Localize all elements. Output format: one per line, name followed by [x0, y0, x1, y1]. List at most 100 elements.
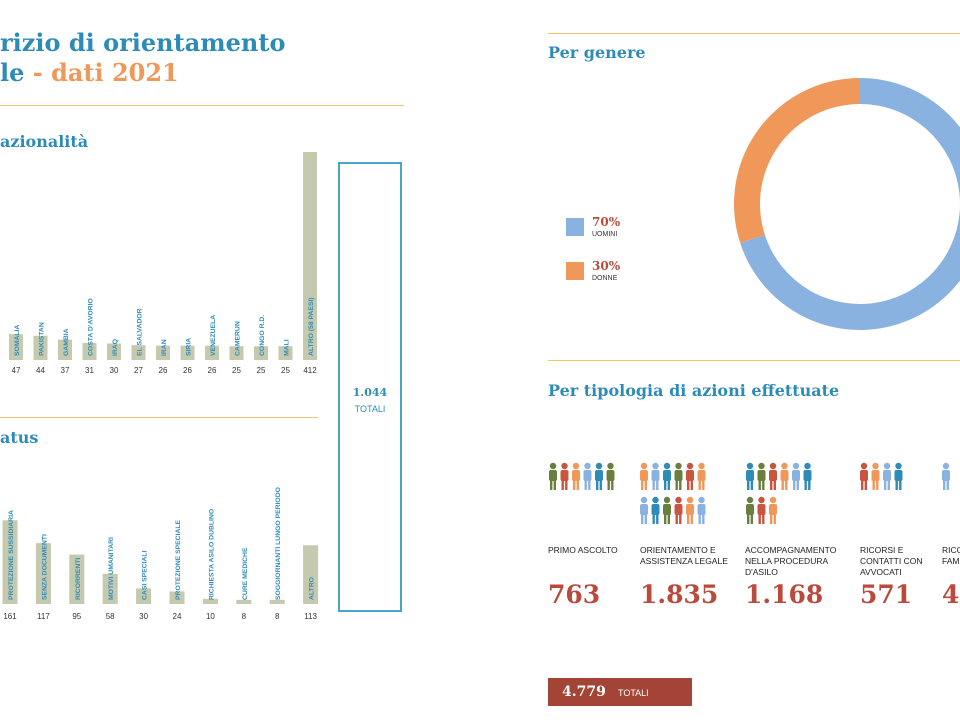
person-head [663, 496, 671, 504]
actions-total-box: 4.779 TOTALI [548, 678, 692, 706]
person-icon [746, 462, 754, 490]
person-leg [781, 480, 784, 490]
legend-label-men: UOMINI [592, 231, 618, 238]
person-leg [644, 480, 647, 490]
nationality-category-label: VENEZUELA [210, 315, 217, 356]
person-body [663, 470, 671, 481]
person-leg [607, 480, 610, 490]
nationality-value-label: 44 [36, 366, 45, 375]
section-nationality-title: azionalità [0, 132, 89, 151]
person-icon [746, 496, 754, 524]
person-head [595, 462, 603, 470]
person-head [572, 462, 580, 470]
person-leg [667, 514, 670, 524]
nationality-value-label: 26 [183, 366, 192, 375]
actions-divider [548, 360, 960, 361]
person-leg [702, 480, 705, 490]
status-bar [35, 543, 51, 604]
person-icon [640, 496, 648, 524]
status-bar [102, 573, 118, 604]
action-label-1: PRIMO ASCOLTO [548, 545, 618, 555]
person-head [675, 496, 682, 504]
legend-label-women: DONNE [592, 275, 618, 282]
person-leg [758, 514, 761, 524]
person-leg [884, 480, 887, 490]
status-bar [202, 598, 218, 604]
person-body [572, 470, 580, 481]
person-leg [864, 480, 867, 490]
person-head [792, 462, 800, 470]
status-category-label: RICHIESTA ASILO DUBLINO [208, 509, 215, 600]
page-title: rizio di orientamento le - dati 2021 [0, 28, 400, 88]
legend-pct-women: 30% [592, 259, 621, 273]
action-value-3: 1.168 [745, 580, 824, 609]
person-icon [686, 496, 694, 524]
status-value-label: 30 [139, 612, 148, 621]
person-body [686, 504, 694, 515]
person-leg [946, 480, 949, 490]
nationality-value-label: 37 [61, 366, 70, 375]
person-leg [596, 480, 599, 490]
person-leg [599, 480, 602, 490]
nationality-category-label: EL SALVADOR [137, 308, 144, 356]
status-bar [136, 588, 152, 604]
nationality-bar [58, 339, 72, 360]
person-leg [690, 514, 693, 524]
status-bar [236, 599, 252, 604]
nationality-value-label: 31 [85, 366, 94, 375]
person-leg [588, 480, 591, 490]
person-head [675, 462, 682, 470]
person-leg [573, 480, 576, 490]
nationality-value-label: 26 [159, 366, 168, 375]
person-body [894, 470, 903, 481]
action-label-3: ACCOMPAGNAMENTO NELLA PROCEDURA D'ASILO [745, 545, 837, 577]
person-leg [667, 480, 670, 490]
person-leg [611, 480, 614, 490]
person-head [584, 462, 591, 470]
status-category-label: SOGGIORNANTI LUNGO PERIODO [275, 487, 282, 600]
nationality-value-label: 27 [134, 366, 143, 375]
status-bar [169, 591, 185, 604]
nationality-bar [107, 343, 121, 360]
person-leg [584, 480, 587, 490]
nationality-value-label: 25 [281, 366, 290, 375]
person-body [686, 470, 694, 481]
person-leg [808, 480, 811, 490]
person-icon [674, 496, 683, 524]
nationality-bar [33, 335, 48, 360]
person-head [698, 462, 705, 470]
person-head [769, 496, 777, 504]
status-value-label: 8 [275, 612, 280, 621]
person-head [860, 462, 868, 470]
person-icon [651, 496, 660, 524]
action-label-4: RICORSI E CONTATTI CON AVVOCATI [860, 545, 923, 577]
person-body [757, 470, 766, 481]
status-category-label: SENZA DOCUMENTI [41, 534, 48, 600]
person-head [640, 462, 648, 470]
nationality-bar [254, 346, 268, 360]
person-icon [883, 462, 891, 490]
nationality-value-label: 26 [208, 366, 217, 375]
legend-pct-men: 70% [592, 215, 621, 229]
person-leg [785, 480, 788, 490]
person-leg [747, 480, 750, 490]
person-leg [770, 514, 773, 524]
person-head [758, 496, 765, 504]
person-body [757, 504, 766, 515]
status-value-label: 24 [173, 612, 182, 621]
person-leg [698, 514, 701, 524]
person-icon [780, 462, 789, 490]
person-head [895, 462, 902, 470]
person-icon [549, 462, 557, 490]
action-value-1: 763 [548, 580, 601, 609]
legend-swatch-men [566, 218, 584, 236]
person-icon [769, 496, 777, 524]
nationality-value-label: 25 [232, 366, 241, 375]
status-category-label: CASI SPECIALI [142, 550, 149, 600]
status-value-label: 95 [72, 612, 81, 621]
nationality-value-label: 47 [12, 366, 21, 375]
person-icon [697, 462, 706, 490]
person-leg [652, 480, 655, 490]
person-head [549, 462, 557, 470]
person-body [595, 470, 603, 481]
